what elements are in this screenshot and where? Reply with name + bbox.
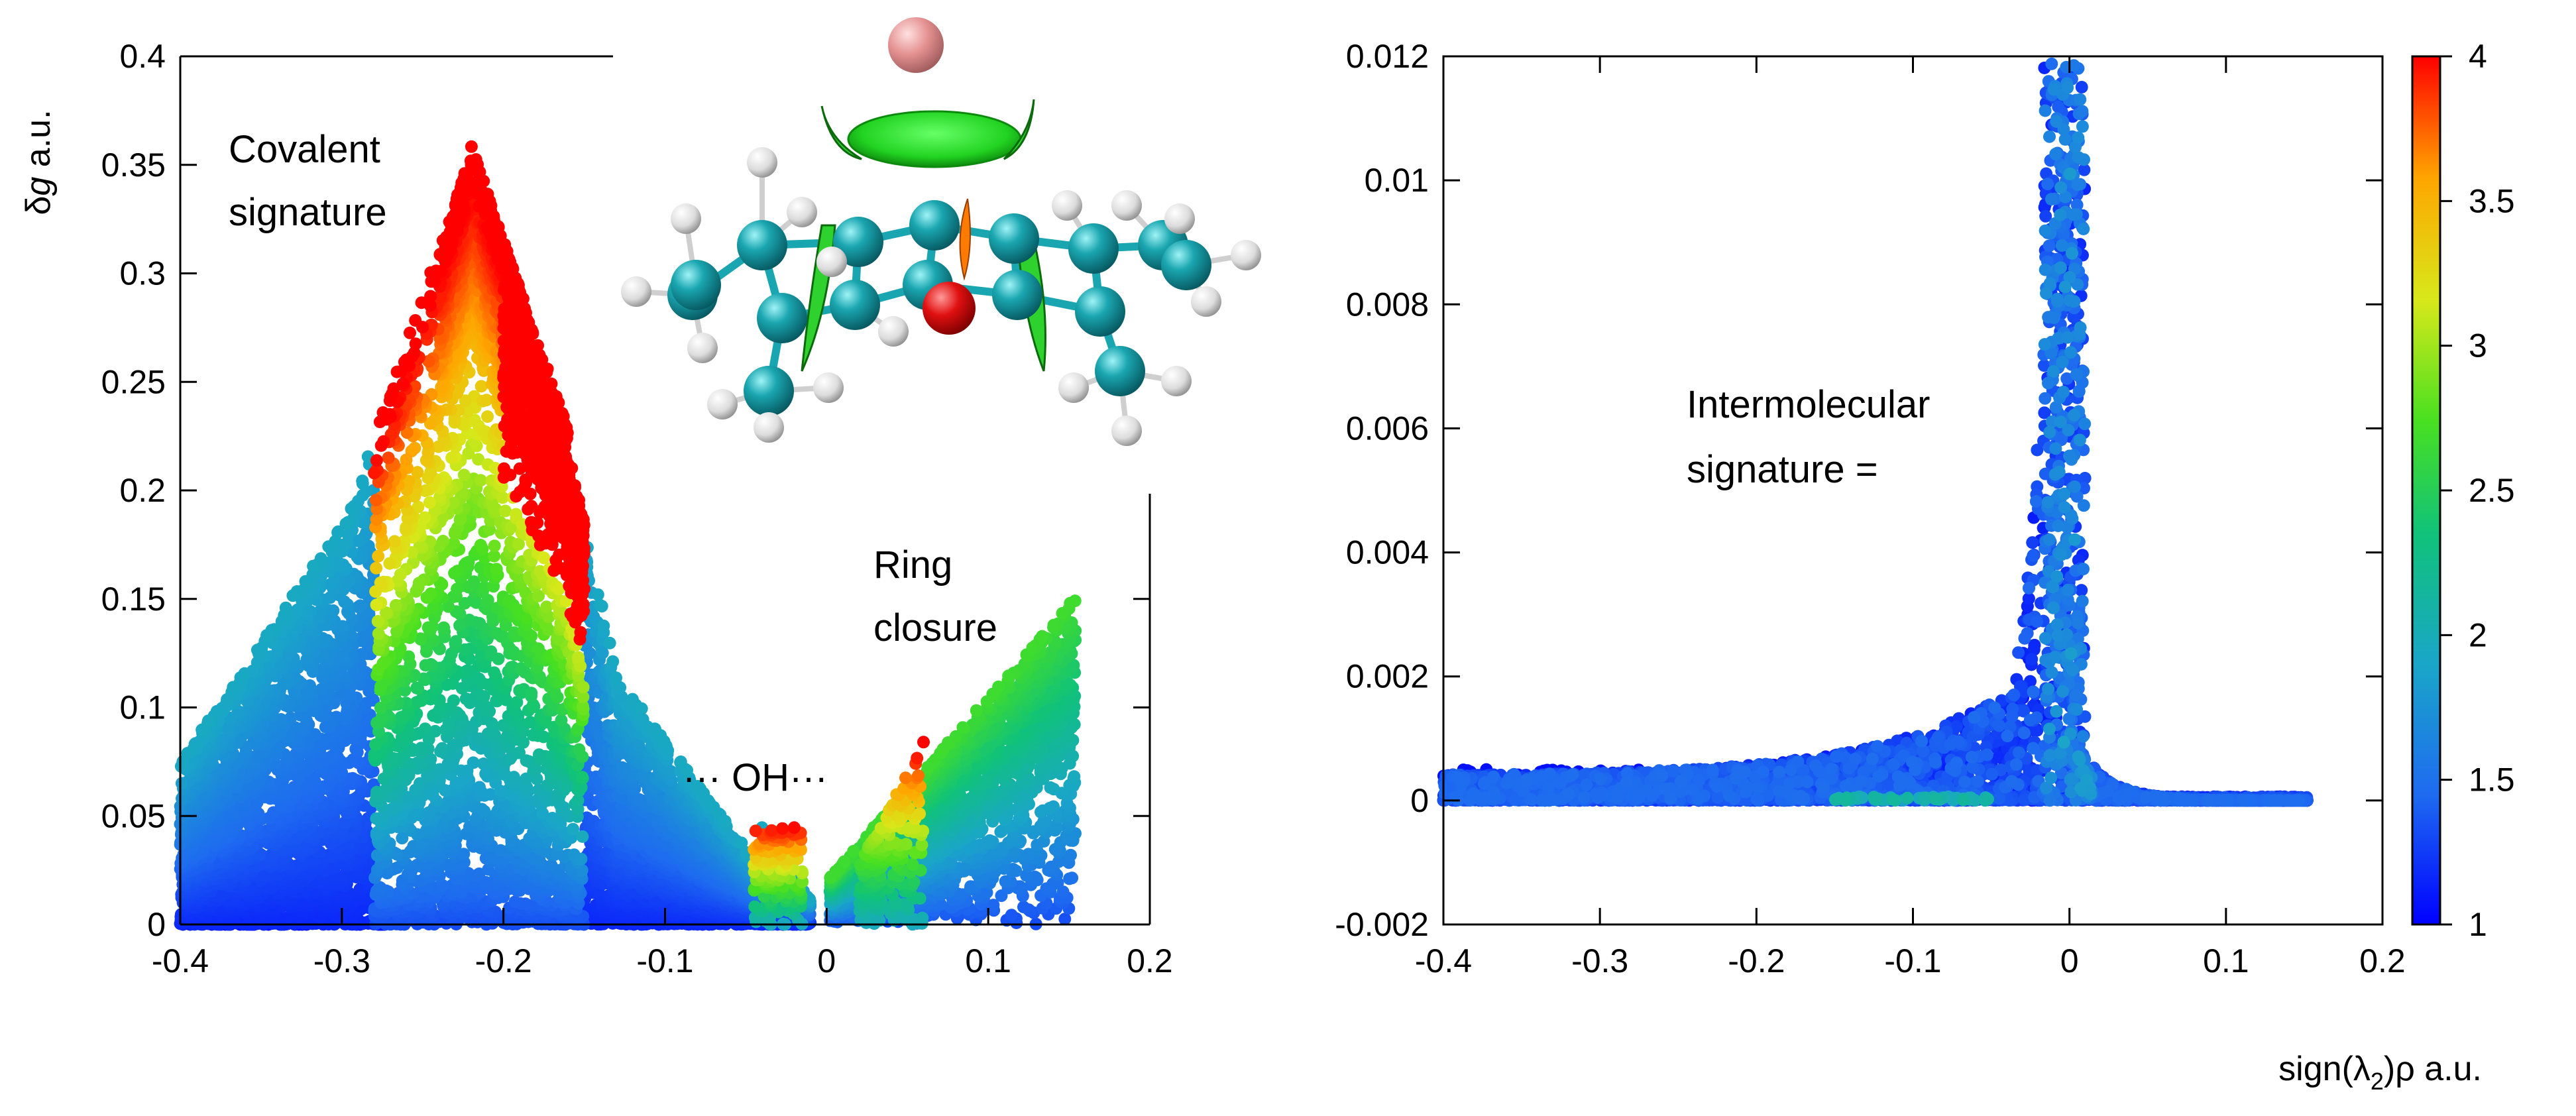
data-point [1064,848,1077,862]
data-point [1005,909,1018,922]
data-point [1066,871,1079,885]
data-point [519,897,532,911]
data-point [1017,901,1030,914]
left-scatter-points [174,140,1082,931]
data-point [545,859,558,872]
left-scatter-panel: 00.050.10.150.20.250.30.350.4-0.4 -0.3 -0.… [19,38,1173,979]
data-point [508,895,522,909]
